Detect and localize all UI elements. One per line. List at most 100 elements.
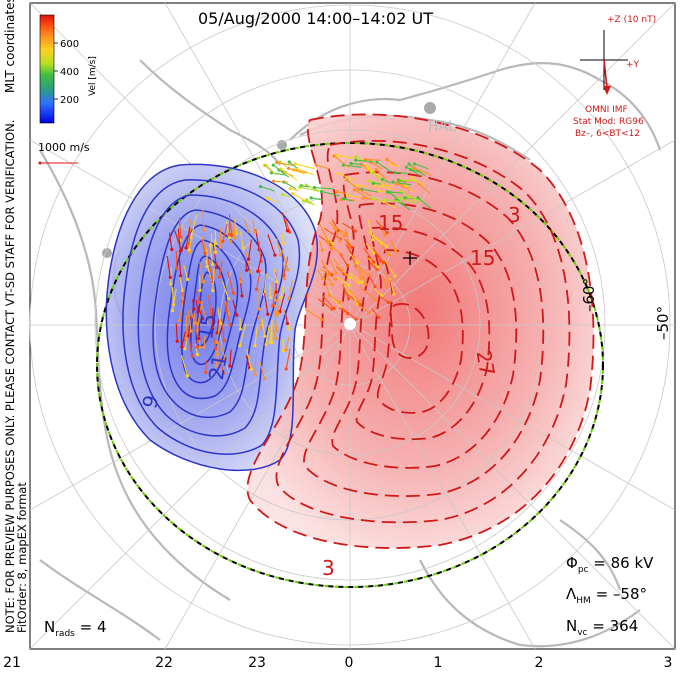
velocity-vector-origin [332, 306, 336, 310]
velocity-vector-origin [211, 288, 215, 293]
velocity-vector-origin [393, 274, 397, 278]
velocity-vector [246, 349, 252, 370]
map-title: 05/Aug/2000 14:00–14:02 UT [198, 9, 433, 28]
velocity-vector-origin [180, 345, 184, 349]
velocity-vector [185, 226, 191, 249]
velocity-vector [396, 183, 407, 189]
velocity-vector [315, 164, 330, 170]
velocity-vector [288, 167, 308, 174]
velocity-vector-origin [345, 178, 349, 182]
coords-label: MLT coordinates [3, 0, 17, 93]
velocity-vector [221, 280, 229, 299]
velocity-vector [215, 343, 219, 366]
velocity-vector-origin [256, 269, 260, 273]
velocity-vector-origin [329, 247, 334, 251]
velocity-vector-origin [349, 161, 353, 166]
velocity-vector-origin [375, 160, 379, 164]
velocity-vector [347, 194, 361, 199]
contour-label: 27 [471, 349, 499, 378]
velocity-vector [341, 283, 350, 299]
velocity-vector-origin [412, 166, 416, 170]
velocity-vector [333, 225, 341, 242]
velocity-vector-origin [190, 354, 194, 358]
velocity-vector [206, 255, 213, 279]
velocity-vector-origin [217, 275, 222, 279]
velocity-vector-origin [335, 190, 339, 194]
velocity-vector-origin [275, 160, 279, 165]
contour-label: 21 [204, 353, 232, 382]
velocity-vector [220, 317, 225, 341]
velocity-vector-origin [287, 160, 291, 164]
velocity-vector [389, 191, 405, 206]
velocity-vector-origin [359, 303, 363, 307]
velocity-vector [414, 163, 429, 170]
velocity-vector-origin [205, 264, 209, 269]
velocity-vector-origin [234, 232, 239, 236]
phi-symbol: Φ [566, 554, 578, 572]
velocity-vector-origin [273, 253, 277, 257]
velocity-vector-origin [233, 236, 237, 240]
velocity-vector [216, 319, 220, 333]
velocity-vector [390, 239, 397, 252]
velocity-vector [226, 298, 228, 311]
velocity-vector-origin [258, 184, 263, 189]
velocity-vector [264, 293, 269, 315]
velocity-vector-origin [222, 339, 226, 343]
velocity-vector [349, 276, 359, 284]
velocity-vector-origin [337, 300, 342, 305]
velocity-vector [342, 222, 356, 232]
velocity-vector-origin [392, 292, 396, 296]
velocity-vector [195, 299, 199, 313]
velocity-vector-origin [385, 190, 389, 194]
velocity-vector-origin [183, 347, 187, 351]
velocity-vector-origin [175, 339, 179, 343]
velocity-vector-origin [391, 180, 395, 184]
velocity-vector-origin [215, 340, 219, 345]
velocity-vector-origin [274, 336, 278, 340]
velocity-vector [218, 260, 223, 277]
velocity-vector [245, 355, 251, 369]
velocity-vector [229, 222, 233, 236]
velocity-vector [349, 273, 363, 283]
velocity-vector-origin [285, 321, 290, 325]
velocity-vector [174, 230, 182, 251]
velocity-vector-origin [265, 196, 270, 200]
velocity-vector [349, 253, 359, 264]
velocity-vector [244, 219, 250, 232]
velocity-vector-origin [257, 307, 261, 311]
velocity-vector [344, 228, 350, 245]
velocity-vector-origin [178, 274, 183, 278]
velocity-vector [183, 265, 189, 280]
velocity-vector [373, 288, 382, 296]
vector-scale-label: 1000 m/s [38, 141, 90, 154]
velocity-vector-origin [282, 273, 286, 278]
velocity-vector [339, 253, 348, 266]
velocity-vector [281, 249, 289, 270]
velocity-vector [188, 230, 193, 251]
imf-y-label: +Y [626, 60, 640, 70]
velocity-vector-origin [269, 296, 273, 300]
velocity-vector [239, 231, 244, 248]
velocity-vector [195, 291, 201, 303]
velocity-vector-origin [407, 195, 412, 199]
imf-source: OMNI IMF [585, 105, 628, 115]
velocity-vector-origin [291, 192, 295, 196]
velocity-vector-origin [213, 250, 217, 254]
velocity-vector-origin [332, 154, 336, 158]
velocity-vector [265, 165, 277, 176]
velocity-vector-origin [271, 163, 275, 167]
hm-boundary-green [96, 142, 604, 588]
velocity-vector-origin [385, 157, 389, 162]
velocity-vector-origin [169, 282, 173, 286]
velocity-vector [317, 298, 333, 310]
station-label: HAL [428, 119, 456, 135]
velocity-vector [353, 261, 362, 279]
velocity-vector-origin [195, 352, 200, 357]
velocity-vector-origin [326, 240, 331, 244]
mlt-tick: 21 [3, 655, 21, 671]
velocity-vector [285, 348, 291, 370]
velocity-vector [227, 271, 234, 294]
velocity-vector-origin [235, 313, 239, 317]
velocity-vector [311, 197, 323, 201]
velocity-vector [371, 171, 386, 184]
